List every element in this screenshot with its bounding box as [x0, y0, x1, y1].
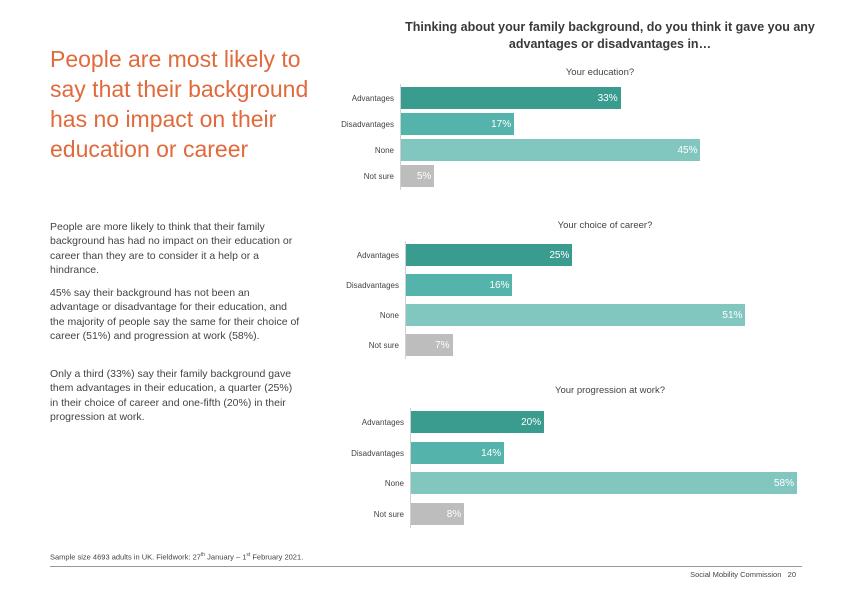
footer-page-number: 20 — [787, 570, 796, 579]
data-label-not-sure-panel-3: 8% — [446, 509, 462, 520]
panel-axis-1 — [400, 84, 401, 190]
category-label-advantages: Advantages — [356, 251, 399, 260]
bar-not-sure-panel-1 — [401, 165, 435, 187]
data-label-none-panel-2: 51% — [722, 310, 743, 321]
panel-axis-2 — [405, 241, 406, 359]
bar-advantages-panel-1 — [401, 87, 621, 109]
headline: People are most likely to say that their… — [50, 46, 309, 162]
bar-disadvantages-panel-1 — [401, 113, 515, 135]
page-footer: Social Mobility Commission 20 — [690, 570, 796, 579]
panel-title-3: Your progression at work? — [554, 385, 665, 396]
category-label-none: None — [384, 479, 404, 488]
bar-advantages-panel-3 — [411, 411, 545, 433]
panel-title-2: Your choice of career? — [557, 220, 653, 231]
body-paragraph-2: 45% say their background has not been an… — [50, 287, 300, 343]
category-label-none: None — [379, 311, 399, 320]
bar-disadvantages-panel-3 — [411, 442, 505, 464]
body-paragraph-3: Only a third (33%) say their family back… — [50, 368, 293, 424]
panel-title-1: Your education? — [565, 67, 635, 78]
bar-none-panel-2 — [406, 304, 746, 326]
category-label-disadvantages: Disadvantages — [346, 281, 399, 290]
data-label-not-sure-panel-1: 5% — [416, 171, 432, 182]
data-label-disadvantages-panel-2: 16% — [489, 280, 510, 291]
data-label-advantages-panel-3: 20% — [521, 417, 542, 428]
bar-disadvantages-panel-2 — [406, 274, 513, 296]
data-label-disadvantages-panel-3: 14% — [481, 448, 502, 459]
footnote-suffix: February 2021. — [250, 552, 304, 562]
category-label-not-sure: Not sure — [368, 341, 399, 350]
panel-axis-3 — [410, 408, 411, 528]
footnote-sup-2: st — [246, 552, 251, 558]
category-label-not-sure: Not sure — [373, 510, 404, 519]
data-label-none-panel-3: 58% — [773, 478, 794, 489]
footnote-middle: January – 1 — [205, 552, 247, 562]
footnote-sup-1: th — [200, 552, 206, 558]
bar-none-panel-3 — [411, 472, 797, 494]
footer-org: Social Mobility Commission — [690, 570, 782, 579]
data-label-not-sure-panel-2: 7% — [435, 340, 450, 351]
data-label-advantages-panel-1: 33% — [597, 93, 618, 104]
category-label-advantages: Advantages — [361, 418, 404, 427]
body-paragraph-1: People are more likely to think that the… — [50, 221, 293, 277]
bar-none-panel-1 — [401, 139, 701, 161]
footer-divider — [50, 566, 802, 567]
category-label-not-sure: Not sure — [363, 172, 394, 181]
category-label-advantages: Advantages — [351, 94, 394, 103]
category-label-none: None — [374, 146, 394, 155]
category-label-disadvantages: Disadvantages — [341, 120, 394, 129]
data-label-advantages-panel-2: 25% — [549, 250, 570, 261]
data-label-none-panel-1: 45% — [677, 145, 698, 156]
data-label-disadvantages-panel-1: 17% — [491, 119, 512, 130]
sample-footnote: Sample size 4693 adults in UK. Fieldwork… — [50, 552, 303, 562]
bar-advantages-panel-2 — [406, 244, 573, 266]
bar-not-sure-panel-3 — [411, 503, 465, 525]
chart-title: Thinking about your family background, d… — [405, 20, 815, 51]
bar-not-sure-panel-2 — [406, 334, 453, 356]
category-label-disadvantages: Disadvantages — [351, 449, 404, 458]
footnote-prefix: Sample size 4693 adults in UK. Fieldwork… — [50, 552, 201, 562]
